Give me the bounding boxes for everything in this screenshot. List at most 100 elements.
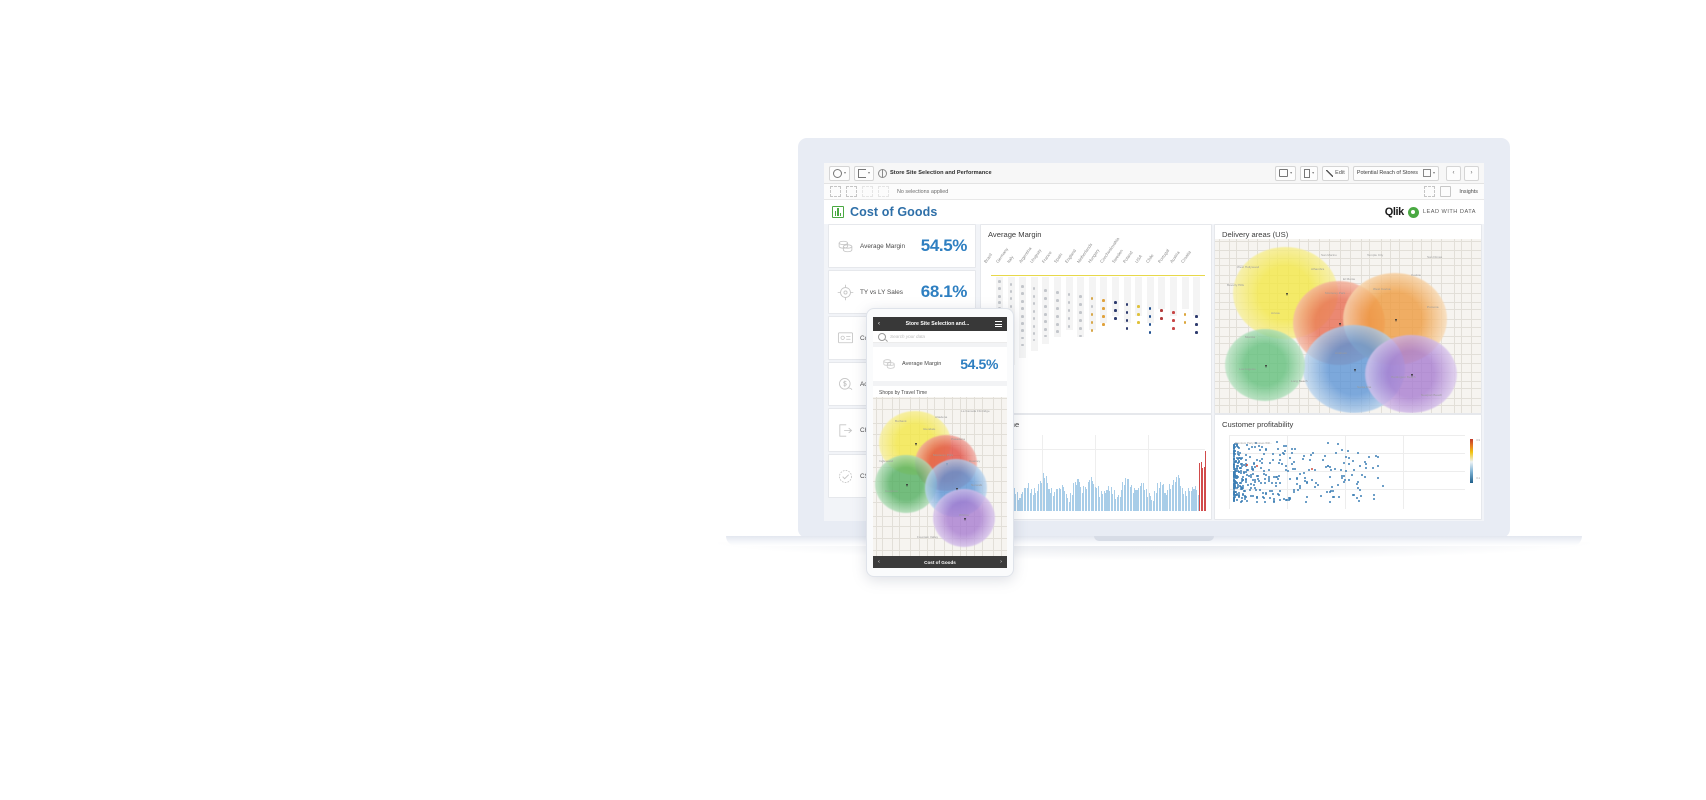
data-point[interactable] bbox=[1079, 327, 1082, 330]
data-point[interactable] bbox=[1079, 319, 1082, 322]
data-point[interactable] bbox=[1079, 311, 1082, 314]
data-point[interactable] bbox=[1244, 490, 1246, 492]
data-point[interactable] bbox=[1021, 292, 1024, 295]
data-point[interactable] bbox=[1255, 489, 1257, 491]
data-point[interactable] bbox=[1377, 456, 1379, 458]
data-point[interactable] bbox=[1289, 478, 1291, 480]
data-point[interactable] bbox=[1235, 470, 1237, 472]
data-point[interactable] bbox=[1234, 475, 1236, 477]
data-point[interactable] bbox=[1256, 497, 1258, 499]
data-point[interactable] bbox=[1238, 447, 1240, 449]
data-point[interactable] bbox=[1279, 482, 1281, 484]
data-point[interactable] bbox=[1056, 323, 1059, 326]
data-point[interactable] bbox=[1044, 313, 1047, 316]
data-point[interactable] bbox=[1268, 469, 1270, 471]
data-point[interactable] bbox=[1365, 467, 1367, 469]
data-point[interactable] bbox=[1265, 493, 1267, 495]
data-point[interactable] bbox=[1273, 500, 1275, 502]
data-point[interactable] bbox=[1293, 461, 1295, 463]
data-point[interactable] bbox=[1253, 484, 1255, 486]
data-point[interactable] bbox=[1068, 309, 1071, 312]
data-point[interactable] bbox=[1233, 453, 1235, 455]
data-point[interactable] bbox=[1246, 464, 1248, 466]
data-point[interactable] bbox=[1234, 496, 1236, 498]
data-point[interactable] bbox=[1337, 484, 1339, 486]
data-point[interactable] bbox=[1250, 476, 1252, 478]
data-point[interactable] bbox=[1238, 471, 1240, 473]
data-point[interactable] bbox=[1251, 446, 1253, 448]
data-point[interactable] bbox=[1056, 315, 1059, 318]
data-point[interactable] bbox=[1236, 482, 1238, 484]
data-point[interactable] bbox=[1247, 484, 1249, 486]
data-point[interactable] bbox=[1268, 480, 1270, 482]
data-point[interactable] bbox=[1195, 323, 1198, 326]
data-point[interactable] bbox=[1184, 321, 1187, 324]
data-point[interactable] bbox=[1044, 297, 1047, 300]
data-point[interactable] bbox=[998, 295, 1001, 298]
store-pin[interactable] bbox=[1354, 369, 1356, 372]
data-point[interactable] bbox=[1250, 483, 1252, 485]
data-point[interactable] bbox=[1365, 463, 1367, 465]
data-point[interactable] bbox=[1261, 446, 1263, 448]
data-point[interactable] bbox=[1329, 501, 1331, 503]
edit-sheet-button[interactable]: Edit bbox=[1322, 166, 1349, 181]
data-point[interactable] bbox=[1345, 456, 1347, 458]
panel-sales-over-time[interactable]: over time bbox=[980, 414, 1212, 520]
data-point[interactable] bbox=[1160, 309, 1163, 312]
data-point[interactable] bbox=[1306, 482, 1308, 484]
data-point[interactable] bbox=[1079, 335, 1082, 338]
data-point[interactable] bbox=[1241, 500, 1243, 502]
panel-customer-profitability[interactable]: Customer profitability Premium Party Dre… bbox=[1214, 414, 1482, 520]
data-point[interactable] bbox=[1056, 291, 1059, 294]
data-point[interactable] bbox=[1236, 499, 1238, 501]
data-point[interactable] bbox=[1126, 303, 1129, 306]
data-point[interactable] bbox=[1252, 479, 1254, 481]
data-point[interactable] bbox=[1245, 481, 1247, 483]
data-point[interactable] bbox=[1233, 499, 1235, 501]
panel-delivery-areas[interactable]: Delivery areas (US) West Hollywood Beverl… bbox=[1214, 224, 1482, 414]
footer-next-icon[interactable]: › bbox=[1000, 559, 1002, 565]
data-point[interactable] bbox=[1320, 495, 1322, 497]
data-point[interactable] bbox=[1361, 474, 1363, 476]
data-point[interactable] bbox=[1137, 313, 1140, 316]
data-point[interactable] bbox=[1021, 322, 1024, 325]
insight-advisor-icon[interactable] bbox=[1440, 186, 1451, 197]
data-point[interactable] bbox=[1289, 457, 1291, 459]
data-point[interactable] bbox=[1275, 482, 1277, 484]
data-point[interactable] bbox=[1324, 455, 1326, 457]
selection-search-icon[interactable] bbox=[830, 186, 841, 197]
data-point[interactable] bbox=[1310, 454, 1312, 456]
data-point[interactable] bbox=[1242, 479, 1244, 481]
data-point[interactable] bbox=[1044, 320, 1047, 323]
data-point[interactable] bbox=[1382, 485, 1384, 487]
data-point[interactable] bbox=[1261, 458, 1263, 460]
current-sheet-button[interactable]: Potential Reach of Stores ▾ bbox=[1353, 166, 1439, 181]
delivery-map[interactable]: West Hollywood Beverly Hills San Marino Tem… bbox=[1215, 239, 1481, 413]
data-point[interactable] bbox=[1195, 315, 1198, 318]
data-point[interactable] bbox=[1068, 301, 1071, 304]
data-point[interactable] bbox=[1259, 449, 1261, 451]
data-point[interactable] bbox=[1237, 462, 1239, 464]
data-point[interactable] bbox=[1312, 452, 1314, 454]
data-point[interactable] bbox=[1353, 469, 1355, 471]
data-point[interactable] bbox=[1291, 463, 1293, 465]
data-point[interactable] bbox=[1308, 469, 1310, 471]
next-sheet-button[interactable]: › bbox=[1464, 166, 1479, 181]
data-point[interactable] bbox=[1126, 319, 1129, 322]
data-point[interactable] bbox=[1311, 468, 1313, 470]
data-point[interactable] bbox=[1261, 462, 1263, 464]
data-point[interactable] bbox=[1184, 313, 1187, 316]
expand-icon[interactable] bbox=[1424, 186, 1435, 197]
data-point[interactable] bbox=[1253, 463, 1255, 465]
data-point[interactable] bbox=[1351, 474, 1353, 476]
data-point[interactable] bbox=[1251, 468, 1253, 470]
data-point[interactable] bbox=[1238, 492, 1240, 494]
data-point[interactable] bbox=[1348, 463, 1350, 465]
data-point[interactable] bbox=[1240, 458, 1242, 460]
data-point[interactable] bbox=[1260, 467, 1262, 469]
data-point[interactable] bbox=[1317, 484, 1319, 486]
bar[interactable] bbox=[1205, 451, 1206, 511]
data-point[interactable] bbox=[1272, 453, 1274, 455]
data-point[interactable] bbox=[1269, 497, 1271, 499]
data-point[interactable] bbox=[1056, 307, 1059, 310]
